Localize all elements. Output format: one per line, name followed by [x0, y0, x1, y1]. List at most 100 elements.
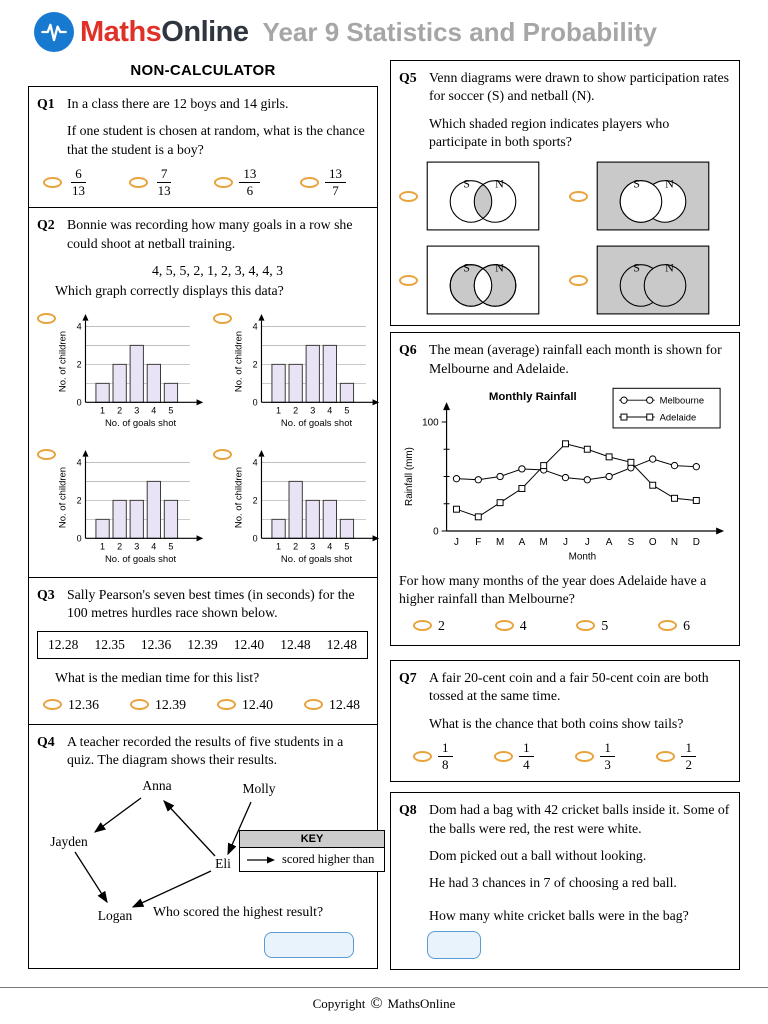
option-label: 12.36	[68, 696, 100, 712]
radio-oval[interactable]	[214, 176, 234, 188]
q3-option-1[interactable]: 12.36	[43, 696, 99, 714]
svg-text:0: 0	[253, 533, 258, 543]
q6-option-1[interactable]: 2	[413, 617, 445, 635]
svg-text:3: 3	[310, 541, 315, 551]
q4-score-graph: Anna Molly Jayden Eli Logan	[50, 778, 275, 923]
q1-label: Q1	[37, 96, 55, 111]
svg-text:4: 4	[151, 405, 156, 415]
q5-option-1-radio[interactable]	[399, 190, 418, 202]
q6-text-1: The mean (average) rainfall each month i…	[429, 342, 722, 376]
radio-oval[interactable]	[575, 750, 595, 762]
radio-oval[interactable]	[494, 620, 514, 632]
svg-text:Rainfall (mm): Rainfall (mm)	[404, 447, 415, 506]
q3-text-1: Sally Pearson's seven best times (in sec…	[67, 586, 355, 621]
q2-option-b: 0 2 4 1 2 3 4 5 No. of goals shot No. of children	[213, 311, 383, 431]
q6-option-3[interactable]: 5	[576, 617, 608, 635]
radio-oval[interactable]	[43, 176, 62, 188]
radio-oval[interactable]	[413, 620, 432, 632]
time-value: 12.36	[140, 637, 172, 653]
q1-option-3[interactable]: 13 6	[214, 167, 261, 197]
option-label: 6	[683, 617, 690, 633]
svg-text:5: 5	[168, 541, 173, 551]
svg-text:2: 2	[253, 359, 258, 369]
svg-text:0: 0	[433, 527, 439, 538]
set-label-s: S	[463, 177, 470, 191]
q1-options: 6 13 7 13 13 6 13 7	[37, 159, 368, 197]
q2-option-d-radio[interactable]	[213, 448, 232, 460]
page-header: MathsOnline Year 9 Statistics and Probab…	[0, 0, 768, 58]
q2-option-c-radio[interactable]	[37, 448, 56, 460]
q5-option-2-radio[interactable]	[568, 190, 588, 202]
option-label: 2	[438, 617, 445, 633]
svg-text:5: 5	[344, 541, 349, 551]
q5-text-1: Venn diagrams were drawn to show partici…	[429, 70, 729, 104]
arrow-eli-to-logan	[131, 870, 212, 908]
svg-text:2: 2	[253, 495, 258, 505]
svg-text:1: 1	[276, 541, 281, 551]
q2-chart-d: 0 2 4 1 2 3 4 5 No. of goals shot No. of children	[234, 449, 380, 565]
radio-oval[interactable]	[656, 750, 676, 762]
q2-chart-c: 0 2 4 1 2 3 4 5 No. of goals shot No. of children	[58, 449, 204, 565]
radio-oval[interactable]	[658, 620, 678, 632]
q6-label: Q6	[399, 342, 417, 358]
node-anna: Anna	[142, 778, 171, 793]
q1-option-2[interactable]: 7 13	[128, 167, 175, 197]
q5-option-4-radio[interactable]	[568, 274, 588, 286]
arrow-anna-to-jayden	[93, 797, 142, 833]
q6-option-4[interactable]: 6	[658, 617, 690, 635]
heartbeat-icon	[41, 23, 67, 42]
svg-text:4: 4	[77, 457, 82, 467]
q5-option-3-radio[interactable]	[399, 274, 418, 286]
q8-answer-input[interactable]	[427, 931, 481, 960]
option-label: 12.40	[241, 696, 274, 712]
question-box-q1: Q1 In a class there are 12 boys and 14 g…	[28, 86, 378, 209]
radio-oval[interactable]	[413, 750, 432, 762]
radio-oval[interactable]	[303, 699, 323, 711]
question-box-q8: Q8 Dom had a bag with 42 cricket balls i…	[390, 792, 740, 971]
q2-chart-a: 0 2 4 1 2 3 4 5 No. of goals shot No. of children	[58, 313, 204, 429]
q3-option-2[interactable]: 12.39	[129, 696, 186, 714]
radio-oval[interactable]	[129, 699, 149, 711]
q3-option-3[interactable]: 12.40	[216, 696, 274, 714]
q3-option-4[interactable]: 12.48	[303, 696, 360, 714]
q8-text-2: Dom picked out a ball without looking.	[429, 848, 647, 864]
svg-text:2: 2	[293, 541, 298, 551]
radio-oval[interactable]	[299, 176, 319, 188]
node-logan: Logan	[98, 908, 133, 923]
question-box-q3: Q3 Sally Pearson's seven best times (in …	[28, 576, 378, 726]
q4-text-1: A teacher recorded the results of five s…	[67, 734, 344, 768]
fraction-label: 6 13	[71, 166, 86, 198]
q2-option-a-radio[interactable]	[37, 312, 56, 324]
svg-text:3: 3	[134, 541, 139, 551]
radio-oval[interactable]	[494, 750, 514, 762]
node-molly: Molly	[242, 781, 275, 796]
svg-text:No. of goals shot: No. of goals shot	[105, 418, 177, 429]
radio-oval[interactable]	[128, 176, 148, 188]
q2-option-b-radio[interactable]	[213, 312, 232, 324]
radio-oval[interactable]	[576, 620, 596, 632]
q1-option-1[interactable]: 6 13	[43, 167, 89, 197]
q1-text-2: If one student is chosen at random, what…	[67, 123, 365, 157]
pulse-icon	[34, 12, 74, 52]
q2-data-values: 4, 5, 5, 2, 1, 2, 3, 4, 4, 3	[151, 263, 284, 278]
node-eli: Eli	[215, 856, 231, 871]
q5-text-2: Which shaded region indicates players wh…	[429, 115, 670, 150]
radio-oval[interactable]	[216, 699, 236, 711]
radio-oval[interactable]	[43, 699, 62, 711]
q5-option-4: S N	[568, 245, 731, 315]
svg-text:Melbourne: Melbourne	[660, 395, 704, 406]
q6-option-2[interactable]: 4	[494, 617, 527, 635]
q3-options: 12.36 12.39 12.40 12.48	[37, 688, 368, 714]
q2-text-2: Which graph correctly displays this data…	[55, 283, 284, 299]
svg-text:M: M	[496, 537, 504, 548]
q1-option-4[interactable]: 13 7	[299, 167, 346, 197]
q4-answer-input[interactable]	[264, 931, 354, 958]
